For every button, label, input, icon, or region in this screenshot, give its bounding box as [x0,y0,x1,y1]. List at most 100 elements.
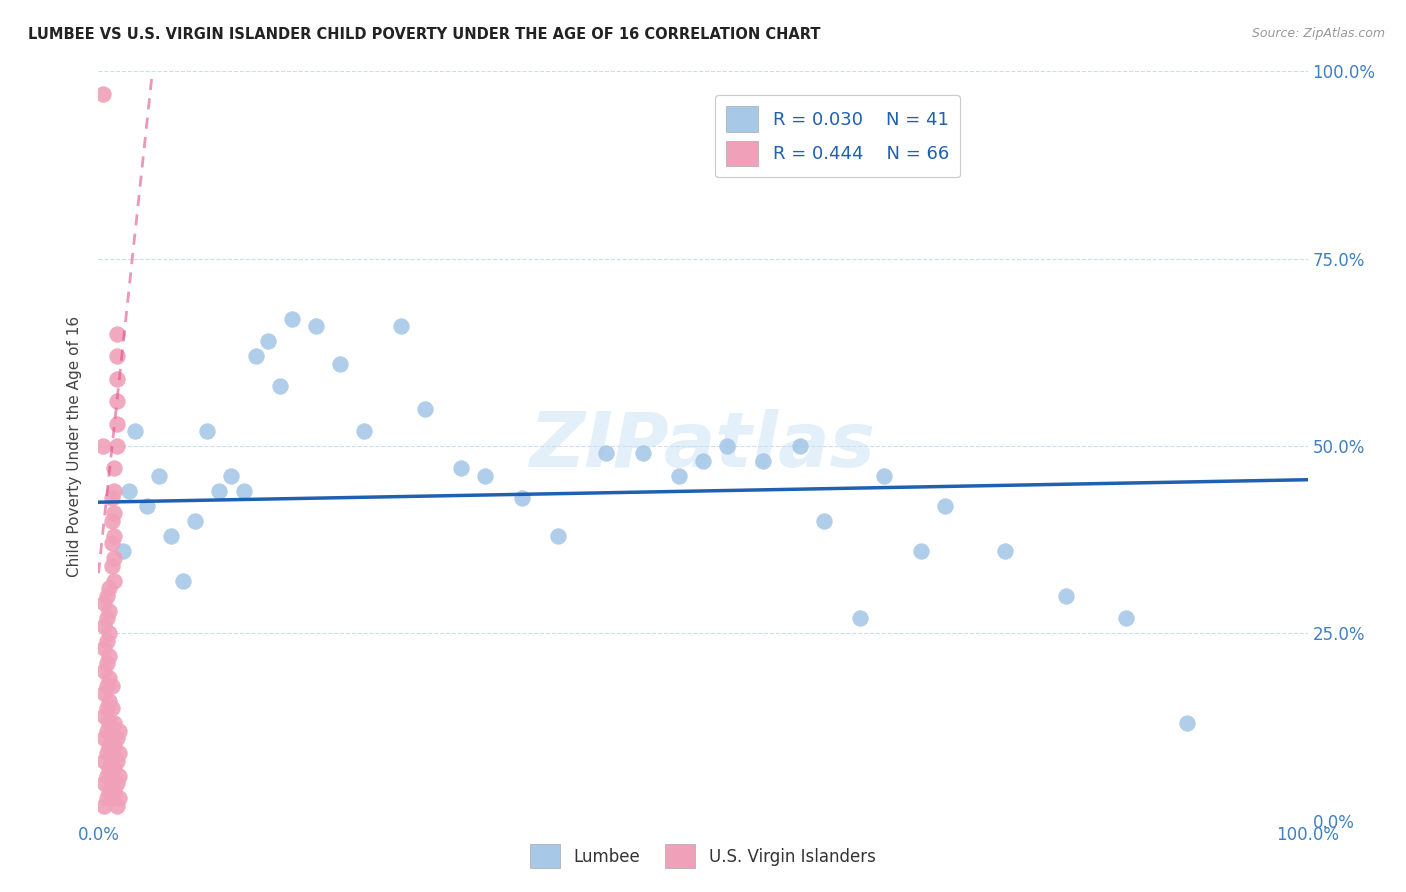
Point [100,558,122,573]
Point [91,87,114,101]
Point [111,544,134,558]
Point [108,791,131,805]
Point [1054,589,1077,603]
Point [96,723,118,738]
Point [93,754,115,768]
Point [789,439,811,453]
Point [96,679,118,693]
Point [93,731,115,746]
Point [281,311,304,326]
Point [100,514,122,528]
Point [305,319,328,334]
Point [934,499,956,513]
Point [103,461,125,475]
Point [105,371,128,385]
Point [93,641,115,656]
Point [910,544,932,558]
Point [100,679,122,693]
Y-axis label: Child Poverty Under the Age of 16: Child Poverty Under the Age of 16 [67,316,83,576]
Point [93,686,115,700]
Point [98,716,121,731]
Point [389,319,412,334]
Point [631,446,654,460]
Point [184,514,207,528]
Point [105,731,128,746]
Point [148,469,170,483]
Point [329,357,352,371]
Point [256,334,278,348]
Point [413,401,436,416]
Point [103,716,125,731]
Point [98,739,121,753]
Point [103,551,125,566]
Text: Source: ZipAtlas.com: Source: ZipAtlas.com [1251,27,1385,40]
Point [98,761,121,775]
Point [93,776,115,790]
Text: LUMBEE VS U.S. VIRGIN ISLANDER CHILD POVERTY UNDER THE AGE OF 16 CORRELATION CHA: LUMBEE VS U.S. VIRGIN ISLANDER CHILD POV… [28,27,821,42]
Point [100,536,122,550]
Point [103,783,125,797]
Point [103,483,125,498]
Point [994,544,1017,558]
Point [221,469,243,483]
Point [98,582,121,596]
Point [96,769,118,783]
Point [105,798,128,813]
Point [595,446,617,460]
Point [353,424,375,438]
Point [232,483,254,498]
Point [105,754,128,768]
Legend: R = 0.030    N = 41, R = 0.444    N = 66: R = 0.030 N = 41, R = 0.444 N = 66 [716,95,960,178]
Point [118,483,141,498]
Point [105,394,128,409]
Point [100,701,122,715]
Text: ZIPatlas: ZIPatlas [530,409,876,483]
Point [105,776,128,790]
Point [93,798,115,813]
Point [93,596,115,610]
Point [96,589,118,603]
Point [98,783,121,797]
Point [752,454,775,468]
Point [813,514,835,528]
Point [96,791,118,805]
Point [172,574,194,588]
Point [195,424,218,438]
Point [103,761,125,775]
Point [105,349,128,363]
Point [547,529,569,543]
Point [98,648,121,663]
Point [105,326,128,341]
Point [108,723,131,738]
Point [100,723,122,738]
Point [124,424,146,438]
Point [96,701,118,715]
Point [100,491,122,506]
Point [93,664,115,678]
Point [450,461,472,475]
Point [668,469,690,483]
Point [105,439,128,453]
Point [96,746,118,760]
Point [692,454,714,468]
Point [96,633,118,648]
Point [510,491,533,506]
Point [269,379,291,393]
Point [103,507,125,521]
Point [98,626,121,640]
Point [208,483,231,498]
Point [96,657,118,671]
Point [108,769,131,783]
Point [103,529,125,543]
Point [103,739,125,753]
Point [100,769,122,783]
Point [849,611,872,625]
Point [1175,716,1198,731]
Point [100,746,122,760]
Point [93,708,115,723]
Point [93,619,115,633]
Point [135,499,157,513]
Point [245,349,267,363]
Point [873,469,896,483]
Point [96,611,118,625]
